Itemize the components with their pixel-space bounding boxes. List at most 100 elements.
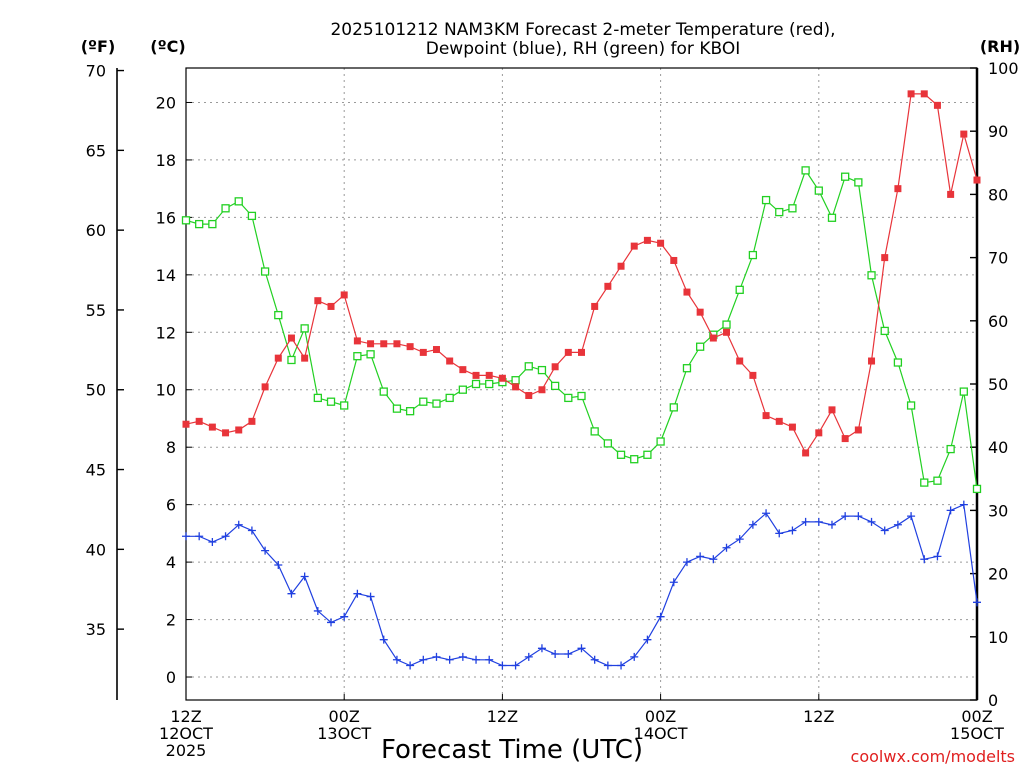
temperature-series [182, 90, 981, 457]
celsius-axis-unit: (ºC) [150, 37, 185, 56]
x-tick-label: 2025 [166, 741, 207, 760]
rh-point [656, 437, 665, 446]
rh-point [511, 376, 520, 385]
rh-point [630, 455, 639, 464]
dewpoint-point [933, 552, 942, 561]
rh-tick-label: 10 [988, 628, 1008, 647]
dewpoint-point [274, 560, 283, 569]
temperature-point [261, 383, 269, 391]
x-tick-label: 00Z [961, 707, 992, 726]
celsius-tick-label: 6 [166, 496, 176, 515]
dewpoint-point [366, 592, 375, 601]
credit-text: coolwx.com/modelts [851, 747, 1015, 766]
x-tick-label: 00Z [645, 707, 676, 726]
rh-point [353, 352, 362, 361]
temperature-point [353, 337, 361, 345]
rh-point [300, 324, 309, 333]
x-tick-label: 12Z [170, 707, 201, 726]
temperature-point [683, 288, 691, 296]
rh-point [208, 219, 217, 229]
dewpoint-point [973, 598, 981, 607]
rh-point [340, 401, 349, 410]
rh-point [247, 211, 257, 221]
dewpoint-point [432, 652, 441, 661]
x-tick-label: 14OCT [634, 724, 688, 743]
dewpoint-point [300, 572, 309, 581]
temperature-point [643, 236, 651, 244]
dewpoint-point [498, 661, 507, 670]
dewpoint-point [867, 517, 876, 526]
temperature-point [920, 90, 928, 98]
temperature-point [538, 386, 546, 394]
rh-point [458, 385, 468, 394]
dewpoint-point [709, 555, 718, 564]
rh-point [893, 358, 903, 367]
rh-point [379, 387, 388, 396]
fahrenheit-tick-label: 35 [86, 620, 106, 639]
rh-point [419, 397, 428, 406]
dewpoint-series [182, 500, 981, 670]
rh-point [577, 391, 586, 401]
dewpoint-point [669, 578, 678, 587]
temperature-point [208, 423, 216, 431]
celsius-tick-label: 16 [156, 208, 176, 227]
dewpoint-point [959, 500, 968, 509]
rh-axis-unit: (RH) [980, 37, 1020, 56]
rh-point [603, 439, 613, 448]
rh-point [537, 365, 547, 375]
dewpoint-point [221, 532, 230, 541]
rh-point [313, 393, 322, 403]
temperature-point [788, 423, 796, 431]
rh-point [221, 204, 230, 213]
rh-point [616, 450, 626, 459]
dewpoint-point [313, 606, 322, 615]
temperature-point [696, 308, 704, 316]
temperature-point [459, 366, 467, 374]
fahrenheit-tick-label: 65 [86, 141, 106, 160]
dewpoint-point [208, 538, 217, 546]
temperature-point [841, 435, 849, 443]
rh-point [195, 219, 204, 229]
rh-point [748, 250, 758, 260]
dewpoint-point [564, 650, 573, 659]
dewpoint-point [722, 543, 731, 552]
dewpoint-point [419, 655, 428, 664]
plot-frame [185, 67, 978, 701]
rh-point [920, 478, 929, 487]
x-tick-label: 00Z [329, 707, 360, 726]
temperature-point [881, 254, 889, 262]
temperature-point [446, 357, 454, 365]
rh-point [564, 393, 573, 403]
rh-point [696, 342, 705, 351]
celsius-tick-label: 12 [156, 323, 176, 342]
rh-point [234, 197, 243, 206]
temperature-point [709, 334, 717, 342]
dewpoint-point [353, 589, 362, 598]
temperature-point [380, 340, 388, 348]
dewpoint-point [920, 555, 929, 564]
dewpoint-point [801, 517, 810, 526]
rh-tick-label: 80 [988, 185, 1008, 204]
temperature-point [512, 383, 520, 391]
celsius-tick-label: 10 [156, 381, 176, 400]
temperature-point [802, 449, 810, 457]
fahrenheit-tick-label: 70 [86, 62, 106, 81]
dewpoint-point [287, 589, 296, 598]
temperature-point [367, 340, 375, 348]
temperature-point [182, 420, 190, 428]
dewpoint-point [379, 635, 388, 644]
dewpoint-point [603, 661, 612, 670]
rh-tick-label: 20 [988, 565, 1008, 584]
rh-point [287, 355, 296, 365]
celsius-tick-label: 20 [156, 93, 176, 112]
dewpoint-point [590, 655, 599, 664]
rh-point [788, 204, 797, 213]
rh-point [906, 401, 916, 410]
temperature-point [617, 262, 625, 270]
rh-point [775, 207, 784, 217]
temperature-point [775, 417, 783, 425]
temperature-point [287, 334, 295, 342]
gridlines [186, 68, 977, 700]
temperature-point [498, 374, 506, 382]
rh-point [722, 320, 731, 329]
